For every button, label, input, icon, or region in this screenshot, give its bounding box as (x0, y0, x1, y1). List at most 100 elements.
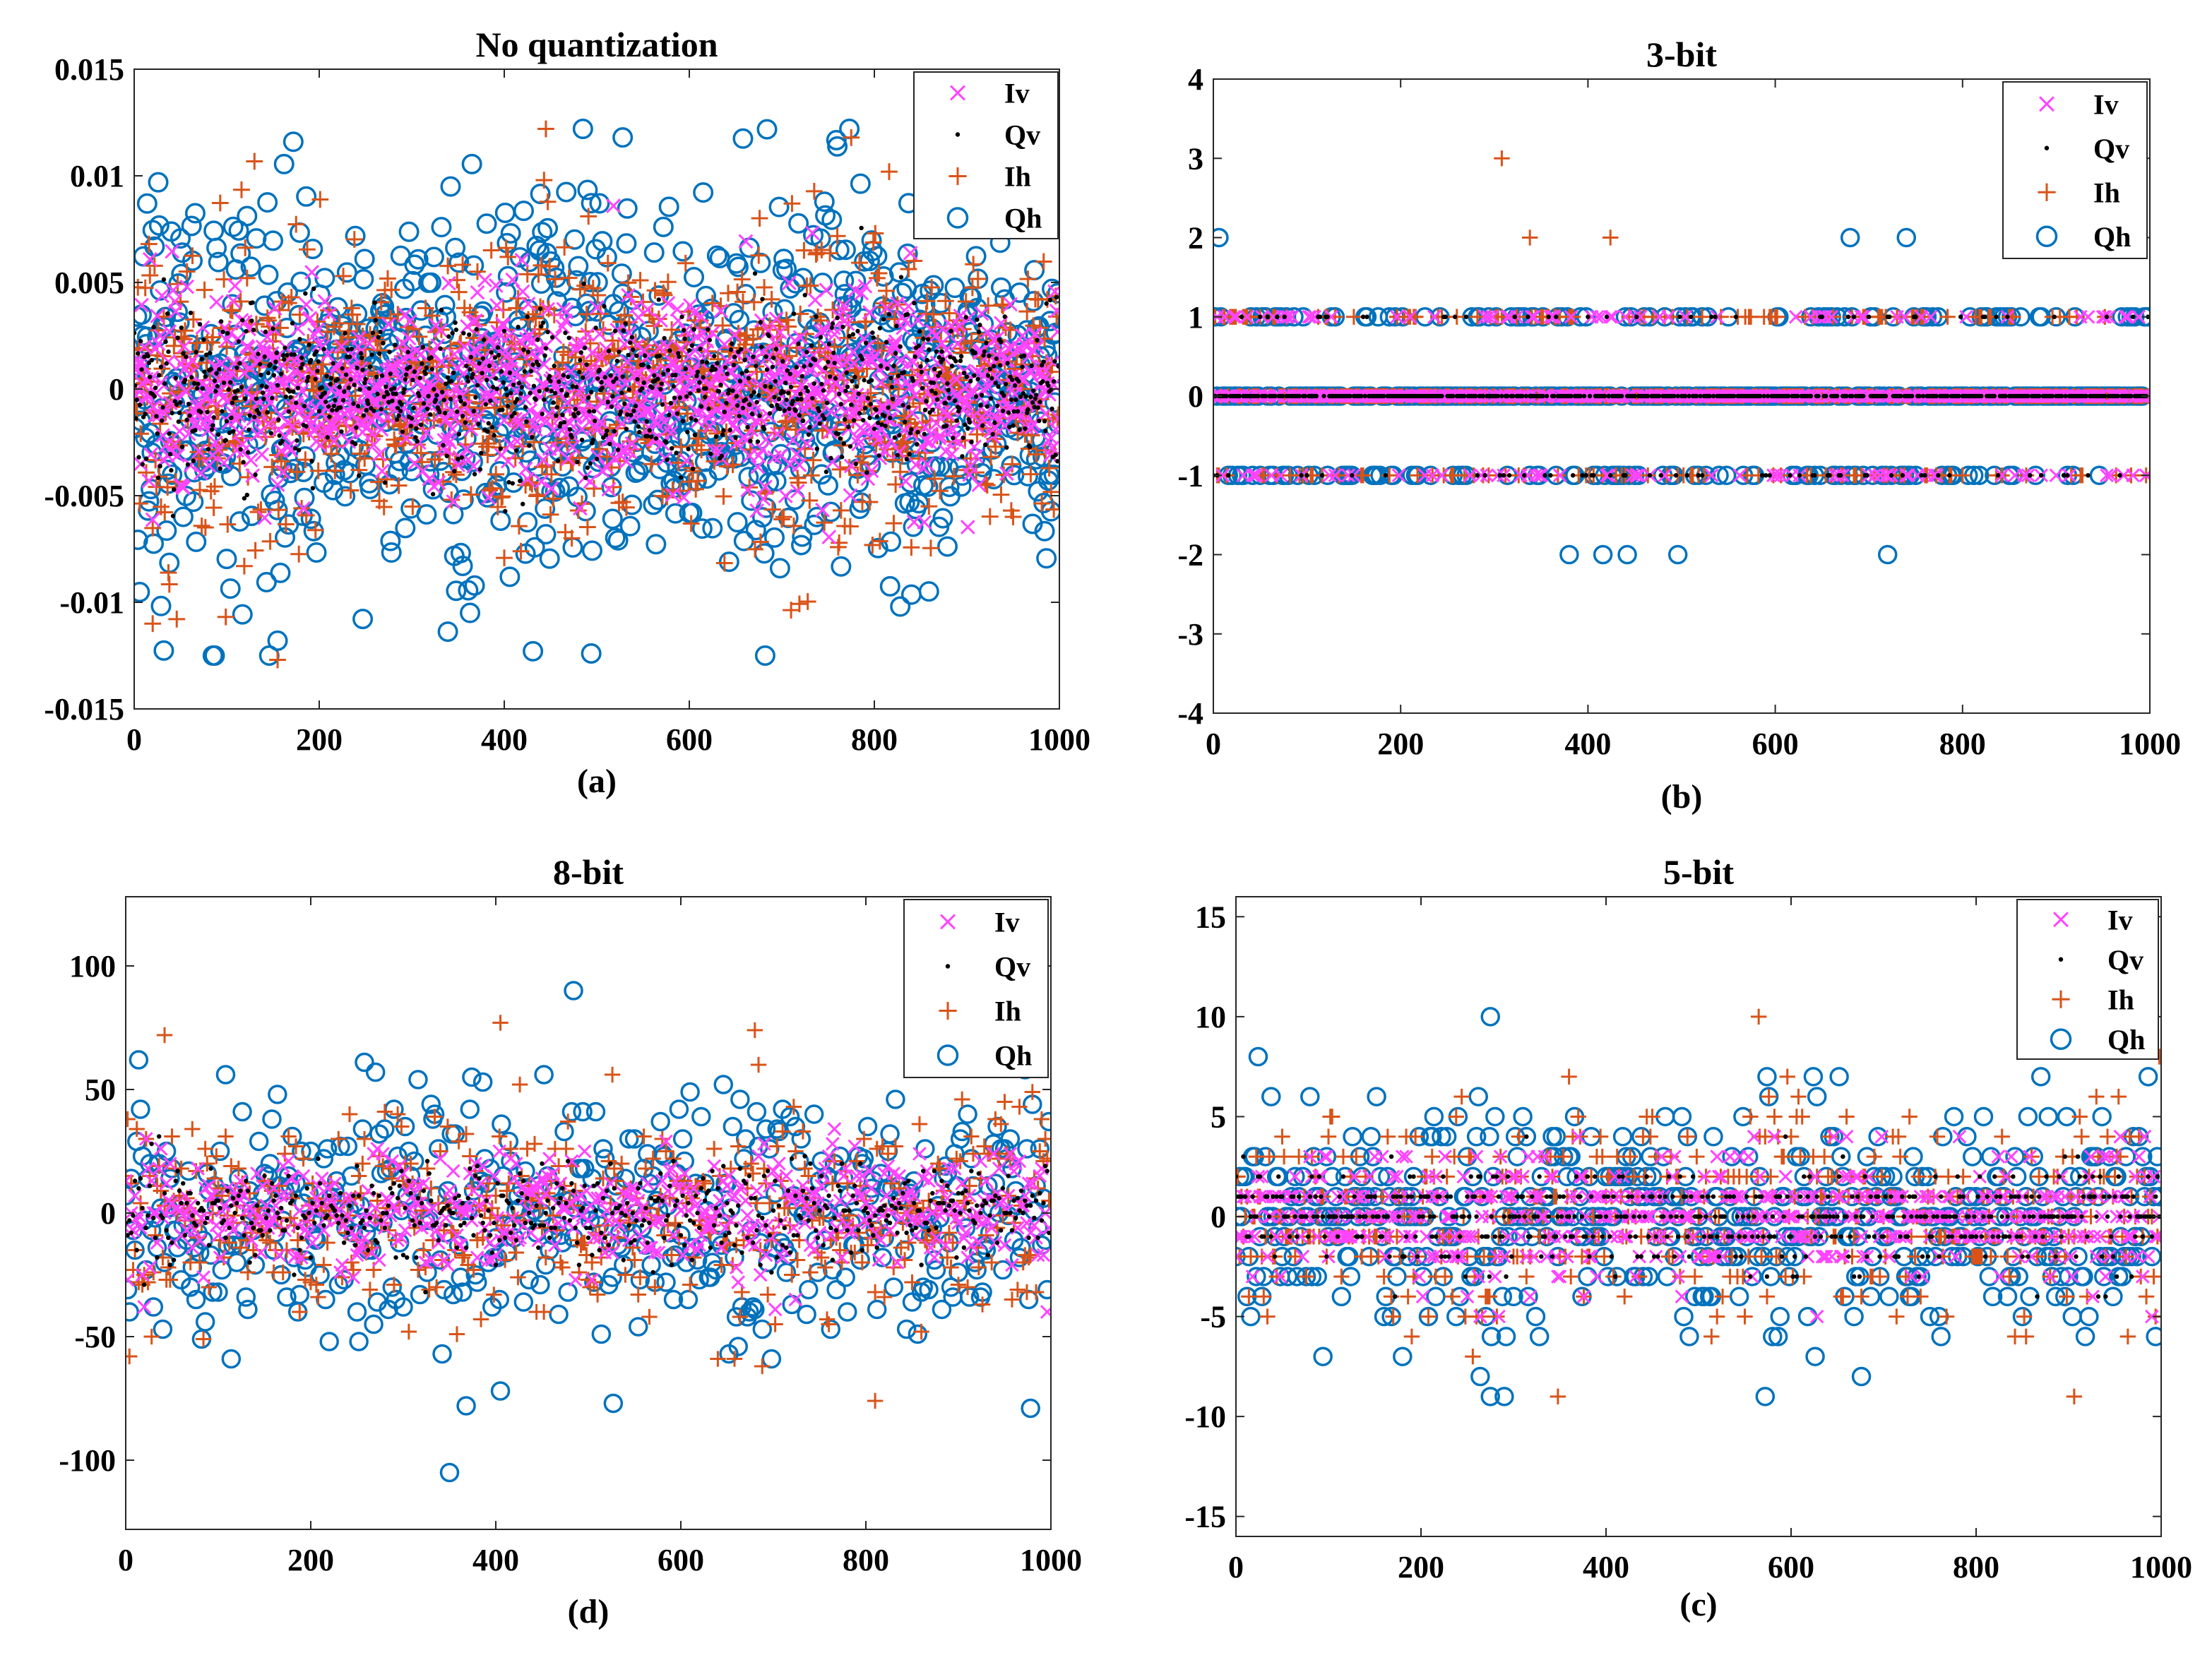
point-Ih (378, 470, 396, 488)
point-Qv (542, 397, 547, 402)
point-Iv (903, 246, 918, 261)
point-Qv (790, 398, 795, 404)
point-Qv (590, 438, 595, 443)
point-Qv (838, 402, 844, 407)
point-Qv (715, 361, 720, 366)
point-Qv (605, 428, 610, 434)
point-Qv (771, 355, 776, 360)
point-Qv (405, 350, 410, 354)
point-Qv (560, 412, 565, 417)
point-Qv (618, 409, 624, 414)
point-Qv (386, 400, 391, 405)
point-Qv (585, 465, 590, 470)
point-Qv (697, 380, 702, 385)
point-Qh (807, 506, 828, 527)
x-tick-label: 0 (126, 722, 142, 757)
point-Qh (564, 229, 585, 250)
point-Qh (422, 479, 444, 500)
point-Qv (429, 366, 435, 372)
point-Ih (1564, 309, 1581, 325)
point-Qv (448, 396, 453, 402)
point-Iv (161, 354, 176, 369)
point-Qv (268, 362, 273, 367)
point-Qh (1840, 227, 1860, 248)
point-Qh (773, 249, 795, 270)
point-Qv (239, 385, 244, 390)
point-Qh (452, 555, 473, 576)
point-Iv (553, 368, 569, 383)
point-Ih (204, 328, 222, 346)
y-tick-label: 0.015 (54, 52, 124, 87)
point-Ih (764, 501, 781, 518)
point-Qh (526, 235, 547, 256)
point-Iv (431, 475, 446, 490)
point-Qv (975, 317, 980, 322)
point-Iv (918, 434, 934, 449)
point-Qv (251, 328, 256, 333)
point-Ih (643, 455, 660, 473)
point-Iv (441, 275, 456, 291)
point-Qv (259, 383, 264, 388)
point-Qh (267, 630, 288, 651)
point-Qv (484, 377, 489, 383)
point-Qv (1011, 409, 1017, 414)
point-Iv (487, 339, 502, 354)
point-Qv (410, 377, 415, 383)
point-Qh (581, 540, 602, 561)
point-Ih (211, 194, 229, 212)
point-Qv (372, 300, 377, 305)
point-Qv (421, 401, 427, 406)
point-Qv (784, 398, 789, 402)
point-Iv (496, 318, 511, 333)
point-Qv (225, 330, 230, 336)
point-Ih (918, 292, 936, 310)
point-Iv (162, 324, 177, 340)
point-Qv (708, 451, 713, 456)
point-Qv (657, 353, 662, 359)
point-Qv (876, 453, 881, 458)
point-Iv (351, 330, 367, 346)
point-Qv (533, 397, 538, 402)
point-Qv (760, 297, 765, 301)
point-Iv (790, 484, 805, 498)
legend-marker-Qv (955, 132, 961, 137)
point-Qv (910, 378, 916, 383)
point-Qv (838, 436, 843, 441)
point-Qv (512, 411, 517, 416)
point-Qv (184, 417, 189, 422)
point-Qv (184, 354, 189, 359)
point-Qh (1042, 278, 1059, 299)
point-Iv (165, 244, 180, 259)
point-Iv (662, 419, 677, 435)
point-Qv (194, 350, 198, 354)
point-Ih (410, 328, 428, 345)
point-Qv (425, 406, 430, 412)
point-Iv (138, 371, 154, 387)
point-Qv (433, 398, 439, 402)
point-Ih (563, 530, 581, 547)
point-Iv (902, 380, 917, 395)
point-Qv (379, 373, 385, 378)
point-Iv (1045, 441, 1059, 455)
point-Qv (859, 225, 864, 231)
point-Qv (1007, 424, 1012, 430)
point-Ih (832, 501, 850, 519)
point-Qv (453, 320, 458, 326)
point-Iv (170, 448, 185, 463)
point-Qv (593, 326, 598, 330)
point-Qv (665, 457, 670, 462)
point-Qv (793, 408, 798, 413)
point-Ih (273, 453, 290, 470)
point-Qv (464, 364, 469, 369)
point-Qv (263, 329, 268, 335)
point-Qv (325, 435, 330, 440)
point-Qv (295, 438, 299, 443)
point-Qv (748, 438, 753, 443)
point-Qv (661, 371, 666, 376)
point-Qv (830, 321, 836, 326)
point-Qv (211, 415, 216, 420)
point-Iv (191, 443, 207, 459)
point-Qv (832, 360, 837, 366)
point-Iv (729, 436, 744, 451)
point-Qv (693, 418, 698, 423)
